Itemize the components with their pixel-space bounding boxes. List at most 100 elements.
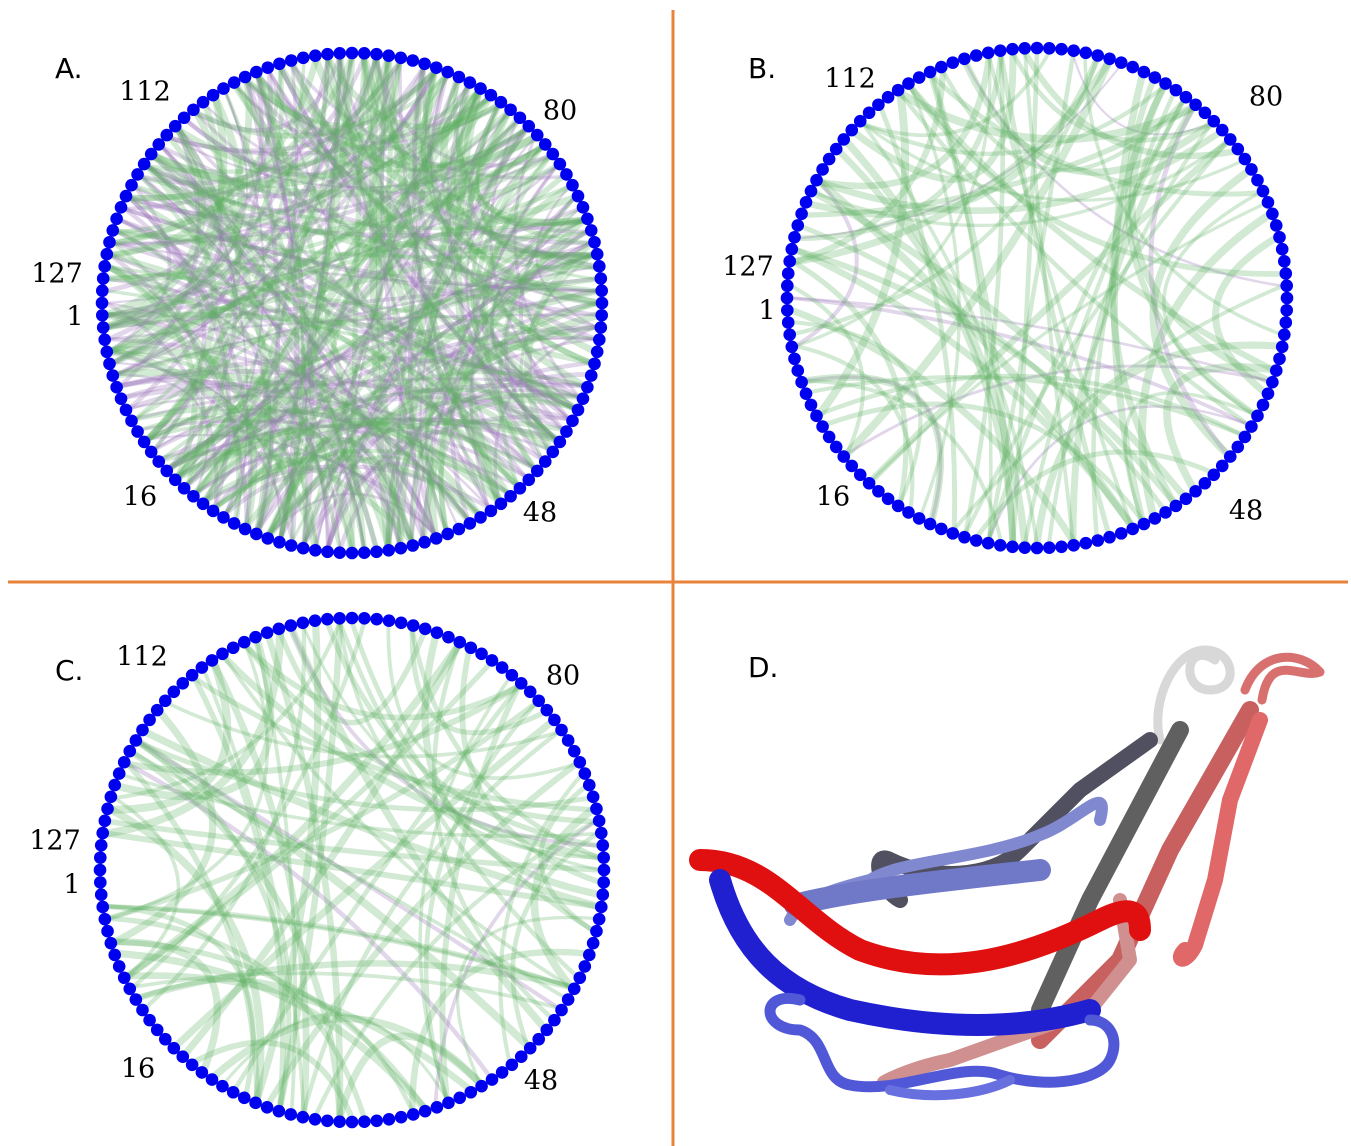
residue-dot	[394, 542, 407, 555]
residue-dot	[113, 960, 126, 973]
residue-dot	[228, 76, 241, 89]
residue-dot	[1018, 42, 1031, 55]
residue-dot	[581, 212, 594, 225]
residue-dot	[130, 734, 143, 747]
chord-diagram	[781, 42, 1294, 555]
residue-dot	[108, 949, 121, 962]
residue-dot	[285, 54, 298, 67]
residue-label: 48	[523, 498, 557, 529]
residue-dot	[431, 626, 444, 639]
residue-dot	[125, 179, 138, 192]
residue-dot	[588, 357, 601, 370]
residue-dot	[585, 224, 598, 237]
residue-dot	[419, 623, 432, 636]
residue-dot	[562, 734, 575, 747]
residue-dot	[370, 613, 383, 626]
residue-dot	[474, 82, 487, 95]
residue-dot	[227, 1086, 240, 1099]
residue-label: 112	[116, 642, 168, 673]
residue-dot	[958, 531, 971, 544]
residue-dot	[924, 518, 937, 531]
residue-dot	[249, 1097, 262, 1110]
residue-dot	[131, 168, 144, 181]
residue-dot	[1257, 185, 1270, 198]
residue-dot	[358, 612, 371, 625]
residue-dot	[783, 328, 796, 341]
residue-dot	[568, 745, 581, 758]
residue-dot	[370, 545, 383, 558]
residue-dot	[595, 901, 608, 914]
residue-dot	[227, 641, 240, 654]
residue-dot	[1103, 52, 1116, 65]
residue-dot	[382, 49, 395, 62]
residue-label: 80	[1249, 82, 1283, 113]
residue-dot	[407, 619, 420, 632]
residue-dot	[593, 815, 606, 828]
residue-dot	[98, 333, 111, 346]
residue-dot	[913, 512, 926, 525]
residue-dot	[902, 506, 915, 519]
residue-dot	[123, 982, 136, 995]
residue-dot	[106, 224, 119, 237]
residue-dot	[442, 1097, 455, 1110]
residue-dot	[1245, 163, 1258, 176]
residue-dot	[800, 196, 813, 209]
residue-dot	[572, 190, 585, 203]
residue-dot	[1245, 420, 1258, 433]
residue-dot	[1280, 304, 1293, 317]
residue-dot	[590, 802, 603, 815]
residue-dot	[110, 212, 123, 225]
residue-dot	[1055, 540, 1068, 553]
residue-dot	[1266, 376, 1279, 389]
residue-dot	[1006, 43, 1019, 56]
residue-dot	[94, 876, 107, 889]
residue-dot	[430, 61, 443, 74]
residue-dot	[805, 399, 818, 412]
residue-dot	[1138, 518, 1151, 531]
residue-dot	[577, 392, 590, 405]
panel-label: A.	[55, 52, 83, 85]
residue-dot	[555, 1004, 568, 1017]
residue-dot	[1091, 49, 1104, 62]
residue-dot	[562, 993, 575, 1006]
residue-dot	[1126, 61, 1139, 74]
residue-dot	[1115, 56, 1128, 69]
residue-dot	[810, 174, 823, 187]
residue-dot	[1079, 47, 1092, 60]
residue-dot	[333, 47, 346, 60]
residue-dot	[486, 654, 499, 667]
residue-dot	[486, 1073, 499, 1086]
residue-dot	[810, 410, 823, 423]
residue-dot	[554, 436, 567, 449]
residue-dot	[560, 425, 573, 438]
residue-dot	[101, 925, 114, 938]
residue-dot	[206, 654, 219, 667]
residue-dot	[96, 827, 109, 840]
residue-dot	[577, 201, 590, 214]
residue-dot	[591, 248, 604, 261]
residue-dot	[261, 626, 274, 639]
residue-dot	[99, 815, 112, 828]
residue-label: 127	[31, 259, 83, 290]
residue-dot	[284, 1108, 297, 1121]
residue-dot	[395, 1111, 408, 1124]
residue-dot	[1251, 174, 1264, 187]
residue-dot	[568, 982, 581, 995]
residue-dot	[1006, 540, 1019, 553]
residue-dot	[892, 500, 905, 513]
residue-dot	[1270, 364, 1283, 377]
panel-label: D.	[748, 651, 778, 684]
residue-dot	[395, 617, 408, 630]
residue-label: 112	[824, 64, 876, 95]
residue-dot	[982, 537, 995, 550]
residue-label: 112	[119, 77, 171, 108]
residue-dot	[261, 61, 274, 74]
residue-dot	[239, 523, 252, 536]
residue-dot	[474, 511, 487, 524]
residue-dot	[261, 1101, 274, 1114]
residue-dot	[1126, 523, 1139, 536]
residue-dot	[249, 631, 262, 644]
residue-dot	[800, 387, 813, 400]
residue-dot	[217, 511, 230, 524]
residue-dot	[816, 420, 829, 433]
